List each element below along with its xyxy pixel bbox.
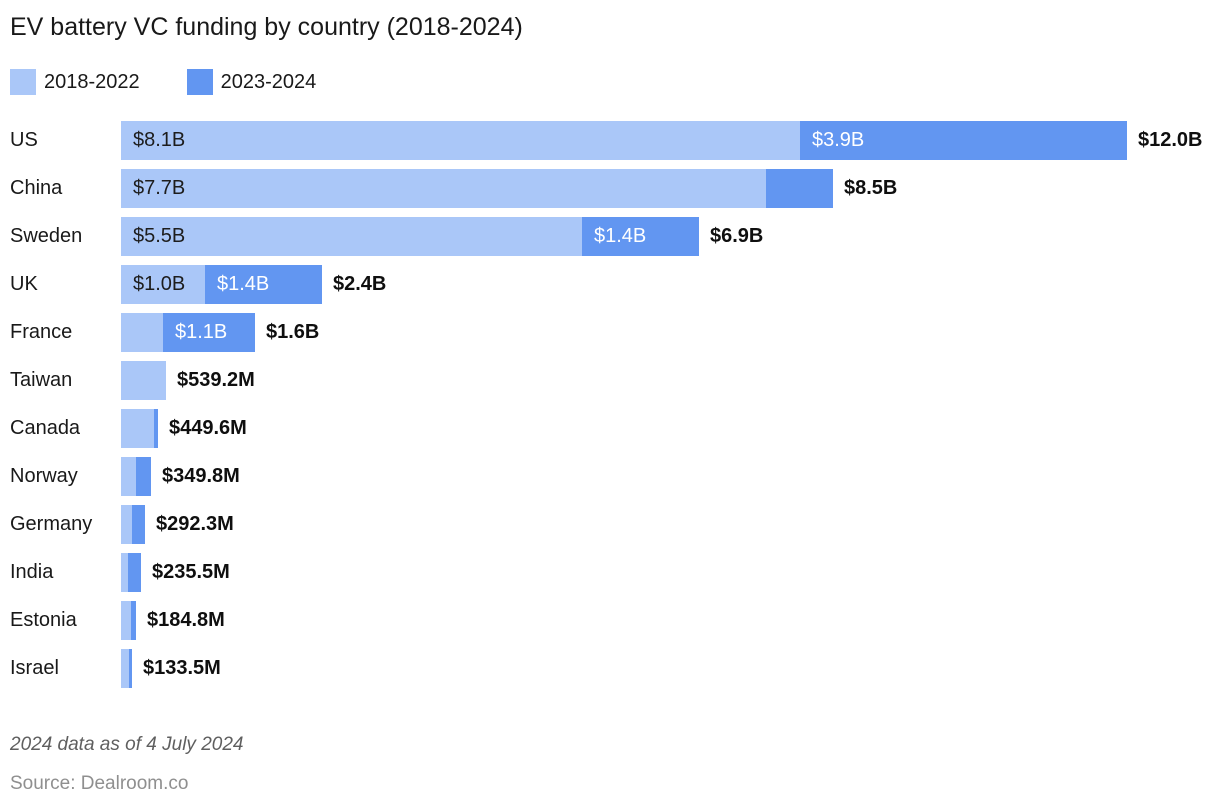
bar-row: Sweden $5.5B $1.4B $6.9B xyxy=(10,217,1220,265)
segment-value-label: $5.5B xyxy=(133,225,186,247)
bar-segment-2018-2022: $8.1B xyxy=(121,121,800,160)
stacked-bar: $184.8M xyxy=(121,601,225,640)
total-value-label: $1.6B xyxy=(266,321,320,343)
bar-row: India $235.5M xyxy=(10,553,1220,601)
segment-value-label: $1.4B xyxy=(217,273,270,295)
country-label: China xyxy=(10,177,63,199)
segment-value-label: $3.9B xyxy=(812,129,865,151)
bar-segment-2018-2022 xyxy=(121,553,128,592)
bar-segment-2018-2022 xyxy=(121,409,154,448)
bar-row: Israel $133.5M xyxy=(10,649,1220,697)
bar-segment-2023-2024: $1.1B xyxy=(163,313,255,352)
total-value-label: $6.9B xyxy=(710,225,764,247)
bar-segment-2018-2022: $5.5B xyxy=(121,217,582,256)
country-label: UK xyxy=(10,273,38,295)
country-label: Norway xyxy=(10,465,78,487)
stacked-bar: $449.6M xyxy=(121,409,247,448)
bar-segment-2023-2024 xyxy=(129,649,132,688)
legend-swatch-2018-2022 xyxy=(10,69,36,95)
bar-segment-2023-2024: $3.9B xyxy=(800,121,1127,160)
stacked-bar: $539.2M xyxy=(121,361,255,400)
total-value-label: $133.5M xyxy=(143,657,221,679)
country-label: Canada xyxy=(10,417,81,439)
segment-value-label: $1.4B xyxy=(594,225,647,247)
stacked-bar: $1.1B $1.6B xyxy=(121,313,319,352)
country-label: Sweden xyxy=(10,225,83,247)
bar-segment-2023-2024: $1.4B xyxy=(205,265,322,304)
country-label: Estonia xyxy=(10,609,77,631)
bar-segment-2018-2022: $7.7B xyxy=(121,169,766,208)
total-value-label: $449.6M xyxy=(169,417,247,439)
country-label: US xyxy=(10,129,38,151)
stacked-bar: $8.1B $3.9B $12.0B xyxy=(121,121,1203,160)
bar-segment-2018-2022 xyxy=(121,457,136,496)
bar-row: UK $1.0B $1.4B $2.4B xyxy=(10,265,1220,313)
legend: 2018-2022 2023-2024 xyxy=(10,69,1220,95)
stacked-bar: $133.5M xyxy=(121,649,221,688)
bar-segment-2018-2022 xyxy=(121,649,129,688)
bar-segment-2023-2024 xyxy=(128,553,141,592)
footnote: 2024 data as of 4 July 2024 xyxy=(10,734,244,755)
country-label: France xyxy=(10,321,73,343)
bar-segment-2023-2024 xyxy=(766,169,833,208)
total-value-label: $12.0B xyxy=(1138,129,1203,151)
bar-segment-2023-2024: $1.4B xyxy=(582,217,699,256)
bar-row: US $8.1B $3.9B $12.0B xyxy=(10,121,1220,169)
chart-notes: 2024 data as of 4 July 2024 Source: Deal… xyxy=(10,733,1220,795)
source-attribution: Source: Dealroom.co xyxy=(10,773,189,794)
legend-item-2023-2024: 2023-2024 xyxy=(186,69,317,95)
segment-value-label: $8.1B xyxy=(133,129,186,151)
total-value-label: $292.3M xyxy=(156,513,234,535)
legend-swatch-2023-2024 xyxy=(186,69,213,95)
bar-segment-2018-2022 xyxy=(121,313,163,352)
bar-segment-2018-2022: $1.0B xyxy=(121,265,205,304)
stacked-bar: $1.0B $1.4B $2.4B xyxy=(121,265,386,304)
stacked-bar: $7.7B $8.5B xyxy=(121,169,897,208)
bar-row: China $7.7B $8.5B xyxy=(10,169,1220,217)
bar-segment-2018-2022 xyxy=(121,601,131,640)
legend-label: 2018-2022 xyxy=(44,70,140,93)
bar-segment-2023-2024 xyxy=(132,505,145,544)
chart-title: EV battery VC funding by country (2018-2… xyxy=(10,13,523,41)
bar-segment-2023-2024 xyxy=(136,457,151,496)
country-label: India xyxy=(10,561,54,583)
total-value-label: $235.5M xyxy=(152,561,230,583)
segment-value-label: $1.0B xyxy=(133,273,186,295)
bar-row: Canada $449.6M xyxy=(10,409,1220,457)
bar-rows: US $8.1B $3.9B $12.0B China $7.7B $8.5B Sweden $… xyxy=(10,121,1220,697)
legend-label: 2023-2024 xyxy=(220,70,317,93)
bar-row: Estonia $184.8M xyxy=(10,601,1220,649)
bar-segment-2023-2024 xyxy=(131,601,136,640)
bar-row: Germany $292.3M xyxy=(10,505,1220,553)
stacked-bar: $235.5M xyxy=(121,553,230,592)
stacked-bar: $5.5B $1.4B $6.9B xyxy=(121,217,763,256)
total-value-label: $2.4B xyxy=(333,273,387,295)
bar-segment-2023-2024 xyxy=(154,409,158,448)
bar-row: France $1.1B $1.6B xyxy=(10,313,1220,361)
bar-row: Taiwan $539.2M xyxy=(10,361,1220,409)
total-value-label: $539.2M xyxy=(177,369,255,391)
country-label: Israel xyxy=(10,657,59,679)
total-value-label: $349.8M xyxy=(162,465,240,487)
total-value-label: $8.5B xyxy=(844,177,898,199)
bar-segment-2018-2022 xyxy=(121,505,132,544)
bar-segment-2018-2022 xyxy=(121,361,166,400)
segment-value-label: $1.1B xyxy=(175,321,228,343)
country-label: Germany xyxy=(10,513,93,535)
stacked-bar: $292.3M xyxy=(121,505,234,544)
legend-item-2018-2022: 2018-2022 xyxy=(10,69,140,95)
segment-value-label: $7.7B xyxy=(133,177,186,199)
country-label: Taiwan xyxy=(10,369,73,391)
total-value-label: $184.8M xyxy=(147,609,225,631)
bar-row: Norway $349.8M xyxy=(10,457,1220,505)
stacked-bar: $349.8M xyxy=(121,457,240,496)
